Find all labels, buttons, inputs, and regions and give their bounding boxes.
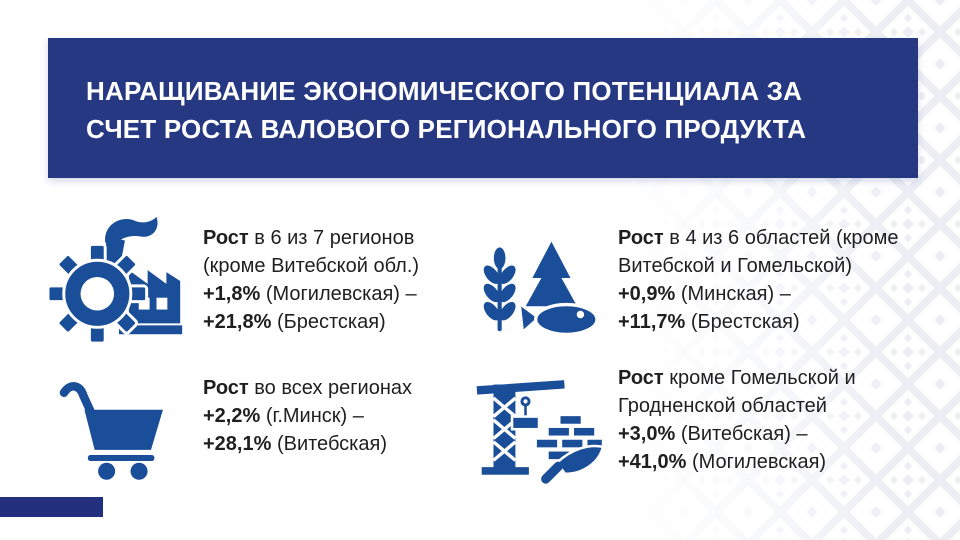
card-lead: Рост в 6 из 7 регионов <box>203 227 415 249</box>
card-range-min: +1,8% (Могилевская) – <box>203 283 417 305</box>
agriculture-card-text: Рост в 4 из 6 областей (кроме Витебской … <box>618 224 948 336</box>
card-range-max: +11,7% (Брестская) <box>618 311 800 333</box>
card-range-max: +28,1% (Витебская) <box>203 433 387 455</box>
card-lead-line2: (кроме Витебской обл.) <box>203 255 420 277</box>
cart-card-text: Рост во всех регионах +2,2% (г.Минск) – … <box>203 374 503 458</box>
card-range-min: +0,9% (Минская) – <box>618 283 791 305</box>
industry-icon <box>46 203 194 351</box>
slide-title-line2: СЧЕТ РОСТА ВАЛОВОГО РЕГИОНАЛЬНОГО ПРОДУК… <box>86 114 807 144</box>
agriculture-icon <box>460 230 618 346</box>
card-lead-line2: Витебской и Гомельской) <box>618 255 852 277</box>
card-range-max: +21,8% (Брестская) <box>203 311 386 333</box>
cart-icon <box>52 370 180 482</box>
card-lead: Рост в 4 из 6 областей (кроме <box>618 227 899 249</box>
card-range-max: +41,0% (Могилевская) <box>618 451 827 473</box>
industry-card-text: Рост в 6 из 7 регионов (кроме Витебской … <box>203 224 503 336</box>
header-banner: НАРАЩИВАНИЕ ЭКОНОМИЧЕСКОГО ПОТЕНЦИАЛА ЗА… <box>48 38 918 178</box>
construction-card-text: Рост кроме Гомельской и Гродненской обла… <box>618 364 948 476</box>
slide-title-line1: НАРАЩИВАНИЕ ЭКОНОМИЧЕСКОГО ПОТЕНЦИАЛА ЗА <box>86 76 803 106</box>
construction-icon <box>460 366 618 484</box>
card-lead-line2: Гродненской областей <box>618 395 827 417</box>
card-range-min: +3,0% (Витебская) – <box>618 423 808 445</box>
card-range-min: +2,2% (г.Минск) – <box>203 405 364 427</box>
slide-title: НАРАЩИВАНИЕ ЭКОНОМИЧЕСКОГО ПОТЕНЦИАЛА ЗА… <box>48 38 918 148</box>
card-lead: Рост кроме Гомельской и <box>618 367 856 389</box>
accent-bar <box>0 497 103 517</box>
card-lead: Рост во всех регионах <box>203 377 412 399</box>
